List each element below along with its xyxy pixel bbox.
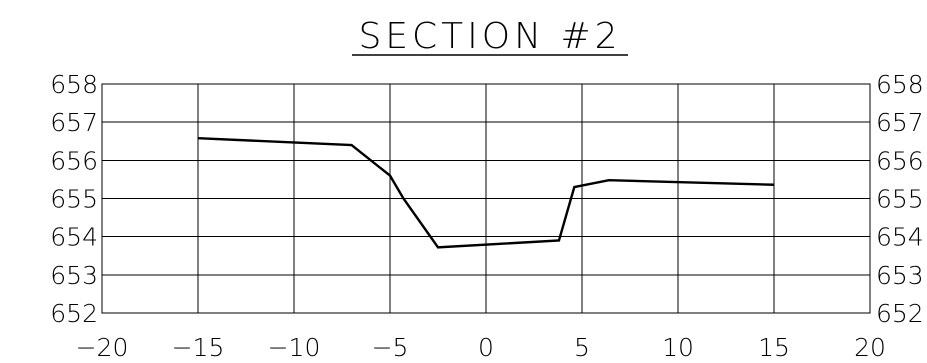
y-tick-label-right: 654: [876, 223, 924, 252]
y-tick-label-right: 655: [876, 185, 924, 214]
axes: −20 −15 −10 −5 0 5 10 15 20 658 657 656 655 654 653 652…: [50, 70, 923, 362]
plot-frame: [101, 83, 871, 314]
x-tick-label: 10: [662, 333, 694, 362]
y-tick-label-right: 657: [876, 108, 924, 137]
y-tick-label-left: 657: [50, 108, 98, 137]
series-layer: [197, 136, 775, 249]
x-tick-label: −5: [372, 333, 409, 362]
x-tick-label: −10: [268, 333, 321, 362]
y-tick-label-right: 658: [876, 70, 924, 99]
grid: [101, 83, 871, 314]
x-tick-label: −20: [76, 333, 129, 362]
x-tick-label: −15: [172, 333, 225, 362]
y-tick-label-right: 653: [876, 261, 924, 290]
y-tick-label-right: 656: [876, 146, 924, 175]
x-tick-label: 20: [854, 333, 886, 362]
y-tick-label-left: 658: [50, 70, 98, 99]
y-tick-label-right: 652: [876, 299, 924, 328]
y-tick-label-left: 655: [50, 185, 98, 214]
x-tick-label: 15: [758, 333, 790, 362]
y-tick-label-left: 652: [50, 299, 98, 328]
x-tick-label: 5: [574, 333, 590, 362]
x-tick-label: 0: [478, 333, 494, 362]
chart-title: SECTION #2: [358, 16, 621, 57]
series-line-0: [197, 136, 775, 249]
y-tick-label-left: 653: [50, 261, 98, 290]
y-tick-label-left: 656: [50, 146, 98, 175]
y-tick-label-left: 654: [50, 223, 98, 252]
